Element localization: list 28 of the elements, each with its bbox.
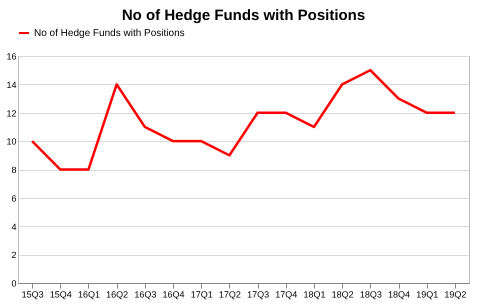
y-tick-label: 2 [11,250,16,260]
y-tick-label: 10 [6,136,16,147]
y-tick-label: 12 [6,108,16,118]
x-tick-label: 15Q3 [22,290,44,300]
y-tick-label: 6 [11,193,16,204]
x-tick-label: 16Q3 [134,290,156,300]
x-tick-label: 15Q4 [50,290,72,300]
y-tick-label: 16 [6,52,16,62]
y-tick-label: 4 [11,222,16,232]
x-tick-label: 16Q4 [162,290,185,300]
x-tick-label: 17Q2 [218,290,241,300]
x-tick-label: 16Q2 [106,290,128,300]
y-tick-label: 14 [6,80,16,90]
x-tick-label: 17Q3 [247,290,270,300]
y-tick-label: 8 [11,165,16,175]
legend-label: No of Hedge Funds with Positions [34,28,185,39]
x-tick-label: 18Q1 [303,290,326,300]
x-tick-label: 19Q1 [416,290,438,300]
x-tick-label: 17Q4 [275,290,298,300]
x-tick-label: 16Q1 [78,290,100,300]
line-series [30,68,456,171]
y-tick-label: 0 [11,278,16,288]
x-tick-label: 17Q1 [190,290,213,300]
x-tick-label: 18Q3 [360,290,382,300]
x-tick-label: 19Q2 [444,290,466,300]
x-tick-label: 18Q2 [332,290,354,300]
x-tick-label: 18Q4 [388,290,410,300]
chart-title: No of Hedge Funds with Positions [122,7,366,24]
